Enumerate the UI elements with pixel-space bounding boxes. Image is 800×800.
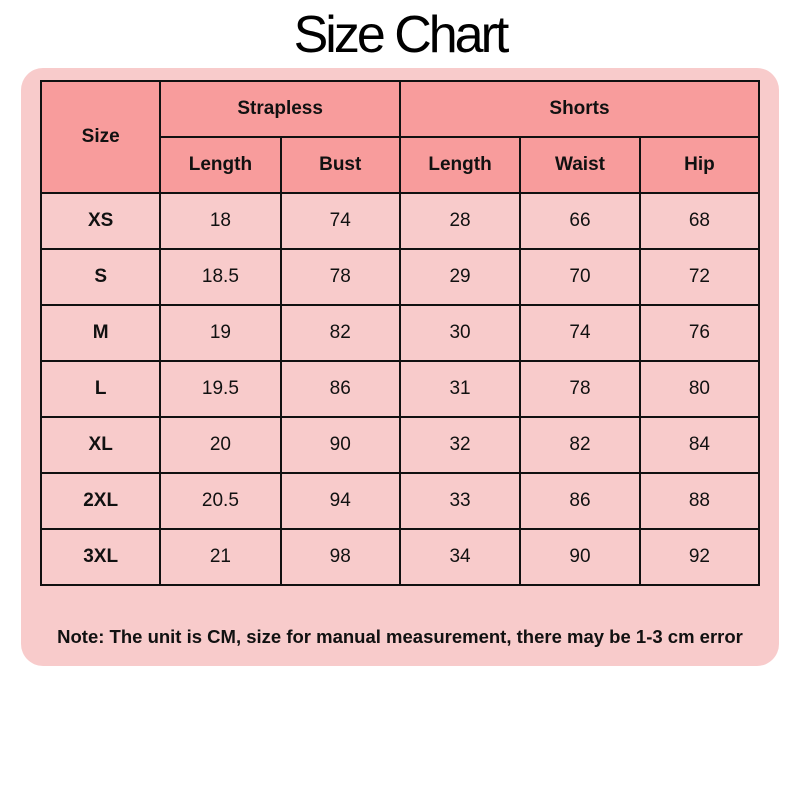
value-cell: 34 bbox=[398, 528, 522, 586]
value-cell: 86 bbox=[519, 472, 641, 530]
value-cell: 66 bbox=[519, 192, 641, 250]
value-cell: 90 bbox=[279, 416, 401, 474]
value-cell: 28 bbox=[398, 192, 522, 250]
size-cell: S bbox=[39, 248, 162, 306]
table-row: S 18.5 78 29 70 72 bbox=[39, 248, 761, 306]
value-cell: 18.5 bbox=[159, 248, 282, 306]
value-cell: 20 bbox=[159, 416, 282, 474]
column-header: Length bbox=[159, 136, 282, 194]
table-row: XL 20 90 32 82 84 bbox=[39, 416, 761, 474]
value-cell: 29 bbox=[398, 248, 522, 306]
size-cell: XS bbox=[39, 192, 162, 250]
column-header: Bust bbox=[279, 136, 401, 194]
value-cell: 80 bbox=[638, 360, 761, 418]
value-cell: 76 bbox=[638, 304, 761, 362]
table-row: L 19.5 86 31 78 80 bbox=[39, 360, 761, 418]
value-cell: 68 bbox=[638, 192, 761, 250]
size-cell: XL bbox=[39, 416, 162, 474]
table-body: XS 18 74 28 66 68 S 18.5 78 29 70 72 M 19 82 30 74 76 L 19.… bbox=[39, 192, 761, 586]
table-row: XS 18 74 28 66 68 bbox=[39, 192, 761, 250]
size-cell: 3XL bbox=[39, 528, 162, 586]
value-cell: 31 bbox=[398, 360, 522, 418]
page-title: Size Chart bbox=[293, 6, 510, 64]
value-cell: 74 bbox=[519, 304, 641, 362]
value-cell: 84 bbox=[638, 416, 761, 474]
column-header: Hip bbox=[638, 136, 761, 194]
column-header: Waist bbox=[519, 136, 641, 194]
value-cell: 33 bbox=[398, 472, 522, 530]
value-cell: 32 bbox=[398, 416, 522, 474]
size-header: Size bbox=[39, 80, 162, 194]
table-row: 2XL 20.5 94 33 86 88 bbox=[39, 472, 761, 530]
value-cell: 19 bbox=[159, 304, 282, 362]
size-cell: M bbox=[39, 304, 162, 362]
value-cell: 98 bbox=[279, 528, 401, 586]
value-cell: 88 bbox=[638, 472, 761, 530]
table-row: 3XL 21 98 34 90 92 bbox=[39, 528, 761, 586]
table-row: M 19 82 30 74 76 bbox=[39, 304, 761, 362]
value-cell: 90 bbox=[519, 528, 641, 586]
column-header: Length bbox=[398, 136, 522, 194]
group-header-strapless: Strapless bbox=[159, 80, 401, 138]
value-cell: 86 bbox=[279, 360, 401, 418]
value-cell: 78 bbox=[519, 360, 641, 418]
value-cell: 70 bbox=[519, 248, 641, 306]
value-cell: 94 bbox=[279, 472, 401, 530]
size-cell: L bbox=[39, 360, 162, 418]
value-cell: 78 bbox=[279, 248, 401, 306]
value-cell: 30 bbox=[398, 304, 522, 362]
value-cell: 82 bbox=[279, 304, 401, 362]
value-cell: 92 bbox=[638, 528, 761, 586]
value-cell: 72 bbox=[638, 248, 761, 306]
value-cell: 20.5 bbox=[159, 472, 282, 530]
group-header-shorts: Shorts bbox=[398, 80, 761, 138]
value-cell: 74 bbox=[279, 192, 401, 250]
size-table: Size Strapless Shorts Length Bust Length… bbox=[39, 80, 761, 586]
note-text: Note: The unit is CM, size for manual me… bbox=[57, 626, 743, 647]
value-cell: 19.5 bbox=[159, 360, 282, 418]
value-cell: 82 bbox=[519, 416, 641, 474]
value-cell: 18 bbox=[159, 192, 282, 250]
value-cell: 21 bbox=[159, 528, 282, 586]
size-cell: 2XL bbox=[39, 472, 162, 530]
